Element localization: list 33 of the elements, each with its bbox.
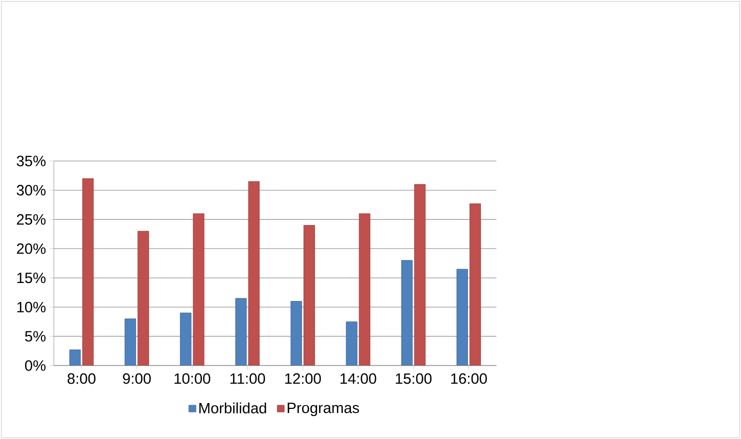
y-tick-label: 20% (16, 243, 46, 254)
y-tick-label: 35% (16, 156, 46, 166)
bar (346, 321, 358, 366)
y-tick-label: 10% (17, 302, 46, 312)
bar (470, 203, 481, 366)
bar (82, 178, 94, 366)
bar (192, 213, 204, 366)
y-tick-label: 0% (25, 360, 46, 371)
x-tick-label: 10:00 (174, 373, 210, 384)
x-tick-label: 9:00 (122, 373, 151, 384)
bar (124, 318, 136, 366)
y-tick-label: 5% (25, 330, 46, 342)
x-tick-label: 16:00 (451, 373, 487, 384)
y-tick-label: 30% (16, 184, 46, 196)
bar (138, 230, 149, 366)
x-tick-label: 12:00 (285, 373, 321, 384)
bar (235, 298, 247, 366)
legend-label: Morbilidad (199, 402, 266, 414)
y-tick-label: 15% (17, 272, 46, 284)
bar (414, 184, 426, 366)
bar (401, 260, 413, 366)
bar (290, 300, 302, 366)
x-tick-label: 11:00 (230, 373, 266, 384)
bar (358, 213, 370, 366)
x-tick-label: 8:00 (68, 373, 96, 384)
bar (180, 312, 192, 366)
y-tick-label: 25% (16, 214, 46, 225)
bar (248, 181, 260, 366)
bar (304, 224, 315, 366)
legend-label: Programas (288, 402, 360, 416)
bar (456, 268, 468, 366)
x-tick-label: 14:00 (340, 373, 376, 384)
x-tick-label: 15:00 (396, 373, 432, 384)
